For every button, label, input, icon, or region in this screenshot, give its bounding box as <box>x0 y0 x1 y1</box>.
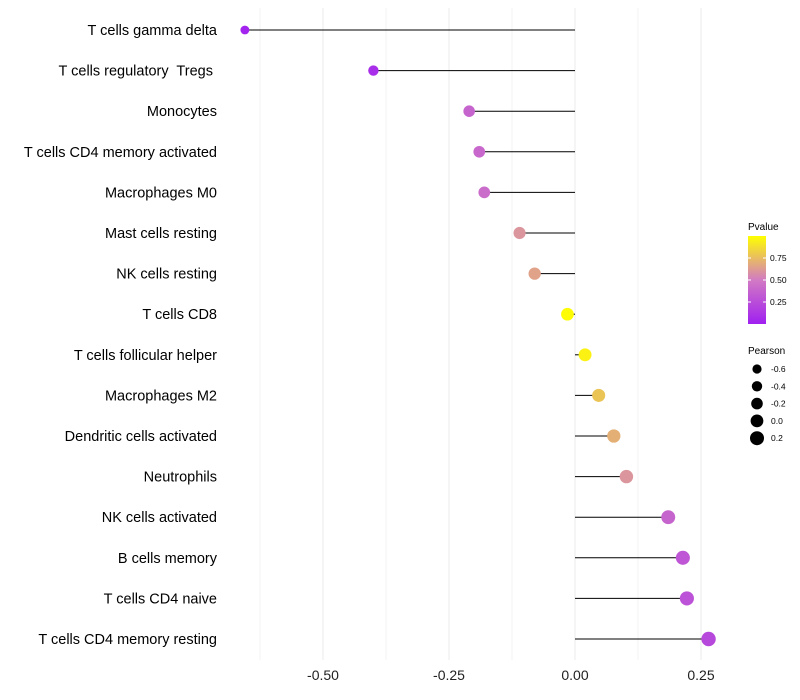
lollipop-point <box>368 65 379 76</box>
category-label: T cells follicular helper <box>74 348 217 364</box>
lollipop-point <box>513 226 526 240</box>
size-legend-label: -0.6 <box>771 364 786 374</box>
colorbar-tick-label: 0.25 <box>770 297 787 307</box>
lollipop-point <box>561 307 574 321</box>
category-label: Dendritic cells activated <box>65 429 217 445</box>
lollipop-point <box>463 105 475 117</box>
lollipop-points <box>240 25 716 647</box>
category-label: T cells CD4 memory activated <box>24 145 217 161</box>
pearson-legend-title: Pearson <box>748 346 785 357</box>
lollipop-point <box>679 591 694 606</box>
x-axis-tick-labels: -0.50 -0.25 0.00 0.25 <box>307 667 715 683</box>
category-label: T cells gamma delta <box>88 23 218 39</box>
lollipop-point <box>701 631 716 647</box>
category-label: T cells CD4 memory resting <box>38 632 217 648</box>
category-label: Mast cells resting <box>105 226 217 242</box>
x-tick-label: 0.25 <box>687 667 714 683</box>
lollipop-point <box>675 550 690 565</box>
pvalue-legend-title: Pvalue <box>748 222 779 233</box>
lollipop-point <box>592 388 606 402</box>
size-legend-dot <box>752 364 762 374</box>
lollipop-point <box>478 186 491 199</box>
lollipop-point <box>661 510 676 525</box>
category-label: B cells memory <box>118 551 218 567</box>
category-label: T cells CD4 naive <box>104 591 217 607</box>
size-legend-dot <box>751 397 763 410</box>
lollipop-point <box>240 25 250 35</box>
category-label: NK cells activated <box>102 510 217 526</box>
colorbar-tick-label: 0.75 <box>770 253 787 263</box>
lollipop-segments <box>244 29 709 640</box>
lollipop-point <box>473 145 486 158</box>
category-label: T cells CD8 <box>142 307 217 323</box>
category-label: Macrophages M2 <box>105 388 217 404</box>
pvalue-colorbar <box>748 236 766 324</box>
lollipop-point <box>607 429 621 443</box>
size-legend-label: 0.2 <box>771 433 783 443</box>
pearson-legend: Pearson -0.6 -0.4 -0.2 0.0 0.2 <box>748 346 786 446</box>
lollipop-point <box>619 469 634 484</box>
category-label: Monocytes <box>147 104 217 120</box>
category-label: NK cells resting <box>116 267 217 283</box>
size-legend-dot <box>751 381 763 392</box>
lollipop-point <box>528 267 541 280</box>
colorbar-tick-label: 0.50 <box>770 275 787 285</box>
size-legend-label: -0.4 <box>771 381 786 391</box>
lollipop-point <box>578 348 592 362</box>
x-tick-label: 0.00 <box>561 667 588 683</box>
size-legend-label: 0.0 <box>771 416 783 426</box>
x-tick-label: -0.25 <box>433 667 465 683</box>
category-label: T cells regulatory Tregs <box>59 64 218 80</box>
size-legend-dot <box>750 431 764 446</box>
category-label: Macrophages M0 <box>105 185 217 201</box>
size-legend-dot <box>750 414 764 428</box>
x-tick-label: -0.50 <box>307 667 339 683</box>
pvalue-legend: Pvalue 0.25 0.50 0.75 <box>748 222 787 324</box>
grid-lines <box>259 8 702 660</box>
size-legend-label: -0.2 <box>771 399 786 409</box>
category-label: Neutrophils <box>144 470 217 486</box>
category-labels: T cells gamma delta T cells regulatory Tr… <box>24 23 218 648</box>
